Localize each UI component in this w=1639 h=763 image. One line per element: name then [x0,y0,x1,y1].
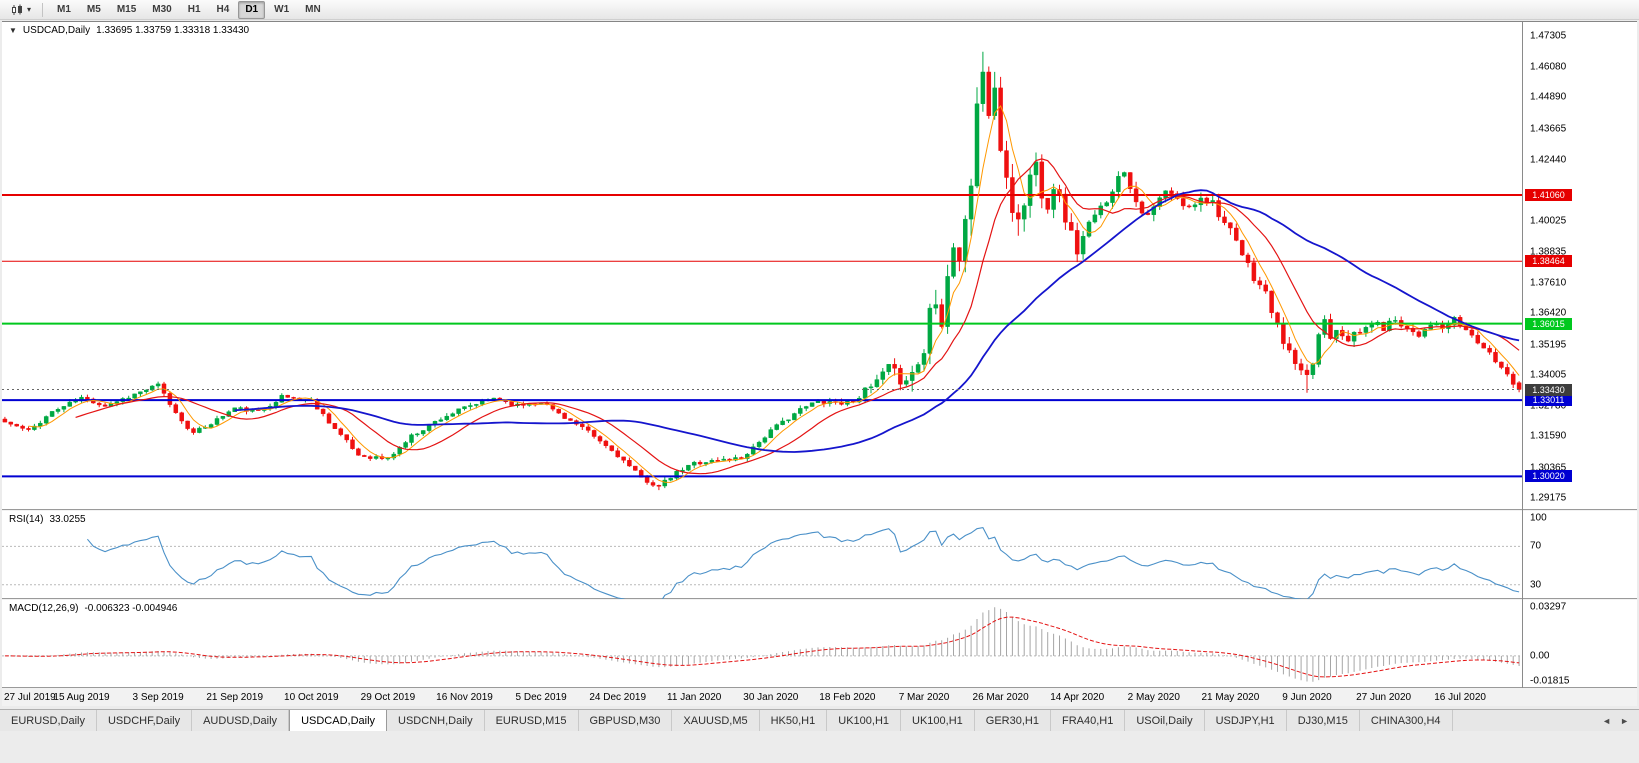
timeframe-button-M1[interactable]: M1 [57,3,71,15]
time-axis-label: 27 Jun 2020 [1356,692,1412,703]
chart-tab[interactable]: EURUSD,Daily [0,710,97,731]
price-tick-label: 1.43665 [1530,123,1567,135]
timeframe-button-H1[interactable]: H1 [187,3,201,15]
timeframe-button-M5[interactable]: M5 [86,3,101,15]
time-axis-label: 11 Jan 2020 [667,692,722,703]
rsi-panel: RSI(14) 33.0255 100 70 30 [2,511,1637,599]
chart-tab[interactable]: EURUSD,M15 [485,710,579,731]
price-line-badge: 1.30020 [1525,470,1572,483]
chart-tab[interactable]: USOil,Daily [1125,710,1205,731]
chart-window: ▼ USDCAD,Daily 1.33695 1.33759 1.33318 1… [2,21,1637,706]
timeframe-button-M30[interactable]: M30 [152,3,172,15]
time-axis-label: 7 Mar 2020 [898,692,950,703]
time-axis-label: 27 Jul 2019 [4,692,56,703]
rsi-scale[interactable]: 100 70 30 [1523,511,1637,598]
time-axis-label: 21 Sep 2019 [206,692,264,703]
time-axis[interactable]: 27 Jul 2019 15 Aug 2019 3 Sep 2019 21 Sep 2… [2,689,1522,707]
time-axis-label: 2 May 2020 [1127,692,1180,703]
chart-tab[interactable]: HK50,H1 [760,710,828,731]
timeframe-button-MN[interactable]: MN [305,3,321,15]
rsi-level-label: 30 [1530,579,1542,591]
macd-scale[interactable]: 0.03297 0.00 -0.01815 [1523,600,1637,687]
price-tick-label: 1.47305 [1530,30,1567,42]
time-axis-label: 24 Dec 2019 [589,692,647,703]
price-line-badge: 1.41060 [1525,189,1572,201]
chart-tab[interactable]: USDCAD,Daily [289,710,388,731]
time-axis-label: 21 May 2020 [1201,692,1260,703]
toolbar: ▾ M1 M5 M15 M30 H1 H4 D1 W1 MN [0,0,1639,20]
chart-tab[interactable]: DJ30,M15 [1287,710,1360,731]
price-tick-label: 1.44890 [1530,91,1567,103]
macd-level-label: 0.00 [1530,650,1550,662]
price-tick-label: 1.38835 [1530,246,1567,258]
chart-tab[interactable]: XAUUSD,M5 [672,710,760,731]
chart-tab[interactable]: USDJPY,H1 [1205,710,1287,731]
macd-panel: MACD(12,26,9) -0.006323 -0.004946 0.0329… [2,600,1637,688]
chart-tab[interactable]: UK100,H1 [827,710,902,731]
price-line-badge: 1.33011 [1525,394,1572,407]
time-axis-label: 18 Feb 2020 [819,692,876,703]
chart-tab[interactable]: GBPUSD,M30 [579,710,673,731]
tabs-scroll-left-button[interactable]: ◄ [1602,715,1612,726]
timeframe-button-H4[interactable]: H4 [216,3,230,15]
timeframe-button-M15[interactable]: M15 [116,3,137,15]
chart-tabs: EURUSD,Daily USDCHF,Daily AUDUSD,Daily USDC… [0,710,1592,731]
macd-chart-canvas[interactable] [2,600,1522,688]
timeframe-button-W1[interactable]: W1 [274,3,290,15]
chart-tab[interactable]: USDCHF,Daily [97,710,193,731]
candlestick-chart-icon [12,4,22,15]
price-line-badge: 1.38464 [1525,255,1572,268]
chart-tab[interactable]: USDCNH,Daily [387,710,485,731]
rsi-level-label: 70 [1530,540,1542,552]
tabs-scroll-right-button[interactable]: ► [1620,715,1629,726]
price-tick-label: 1.42440 [1530,154,1567,166]
time-axis-label: 5 Dec 2019 [515,692,567,703]
time-axis-label: 26 Mar 2020 [972,692,1029,703]
timeframe-button-group: M1 M5 M15 M30 H1 H4 D1 W1 MN [49,0,329,19]
chevron-down-icon: ▾ [27,5,32,14]
price-panel: ▼ USDCAD,Daily 1.33695 1.33759 1.33318 1… [2,22,1637,510]
price-tick-label: 1.31590 [1530,430,1567,442]
chart-tab[interactable]: AUDUSD,Daily [192,710,290,731]
rsi-chart-canvas[interactable] [2,511,1522,599]
price-line-badge: 1.36015 [1525,317,1572,330]
toolbar-separator [42,2,44,17]
time-axis-label: 10 Oct 2019 [284,692,339,703]
tab-navigation: ◄ ► [1592,710,1639,731]
price-tick-label: 1.35195 [1530,339,1567,350]
time-axis-label: 16 Jul 2020 [1434,692,1486,703]
time-axis-label: 3 Sep 2019 [132,692,184,703]
chart-type-button[interactable]: ▾ [6,2,36,18]
macd-level-label: 0.03297 [1530,601,1567,613]
chart-tab[interactable]: GER30,H1 [975,710,1051,731]
price-tick-label: 1.29175 [1530,492,1567,504]
price-tick-label: 1.37610 [1530,277,1567,289]
price-tick-label: 1.40025 [1530,215,1567,227]
time-axis-label: 9 Jun 2020 [1282,692,1332,703]
macd-level-label: -0.01815 [1530,675,1570,687]
price-tick-label: 1.34005 [1530,369,1567,381]
time-axis-label: 15 Aug 2019 [53,692,110,703]
price-tick-label: 1.36420 [1530,307,1567,319]
price-tick-label: 1.30365 [1530,462,1567,474]
price-tick-label: 1.46080 [1530,61,1567,73]
time-axis-label: 14 Apr 2020 [1050,692,1105,703]
chart-tab[interactable]: UK100,H1 [901,710,975,731]
time-axis-label: 29 Oct 2019 [360,692,416,703]
chart-tab[interactable]: CHINA300,H4 [1360,710,1453,731]
chart-tab[interactable]: FRA40,H1 [1051,710,1126,731]
scale-divider [1522,22,1523,688]
time-axis-label: 16 Nov 2019 [436,692,493,703]
current-price-badge: 1.33430 [1525,383,1572,396]
rsi-level-label: 100 [1530,512,1547,524]
price-scale[interactable]: 1.47305 1.46080 1.44890 1.43665 1.42440 1.400… [1523,22,1637,509]
price-chart-canvas[interactable] [2,22,1522,510]
time-axis-label: 30 Jan 2020 [743,692,799,703]
chart-tabs-bar: EURUSD,Daily USDCHF,Daily AUDUSD,Daily USDC… [0,709,1639,731]
timeframe-button-D1[interactable]: D1 [238,0,266,19]
